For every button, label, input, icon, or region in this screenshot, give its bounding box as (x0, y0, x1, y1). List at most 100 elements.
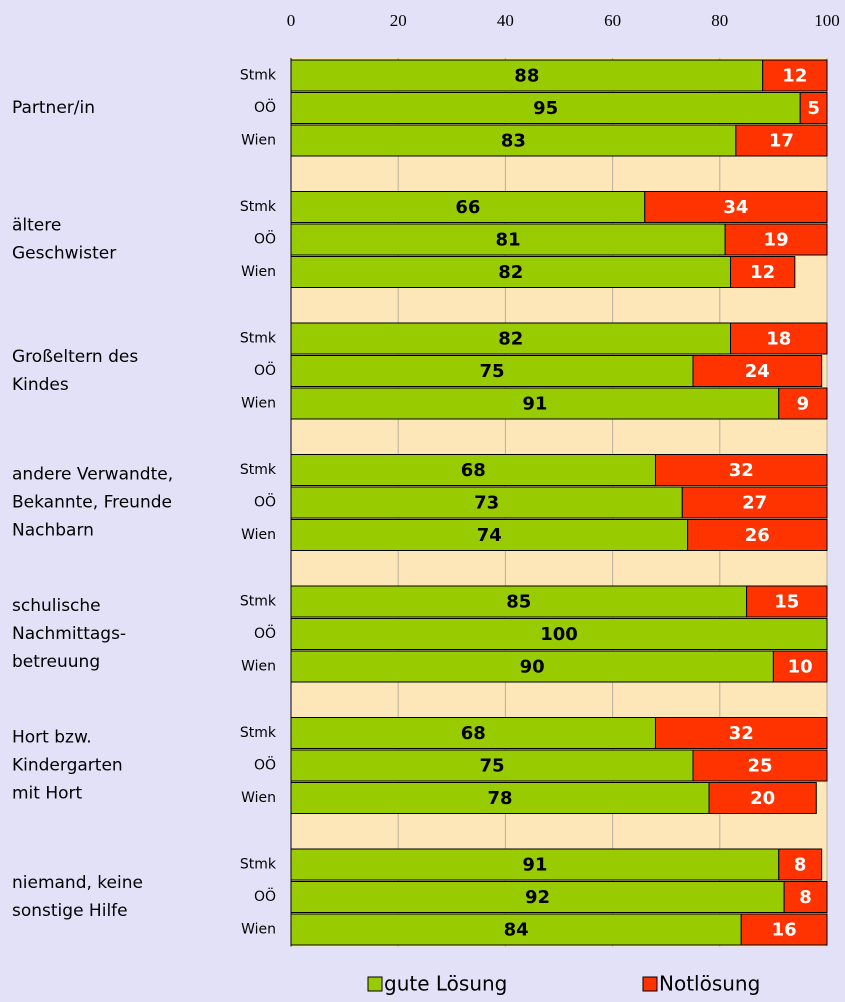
value-label: 19 (764, 230, 789, 251)
group-label: mit Hort (12, 784, 83, 804)
value-label: 92 (525, 887, 550, 908)
category-label: Wien (241, 133, 276, 149)
group-label: Partner/in (12, 98, 95, 118)
bar-segment (290, 256, 732, 288)
bar-segment (735, 124, 828, 157)
value-label: 74 (477, 525, 502, 546)
bar-segment (799, 92, 828, 124)
value-label: 32 (729, 723, 754, 744)
bar-segment (730, 256, 796, 288)
category-label: Stmk (240, 199, 277, 215)
value-label: 26 (745, 525, 770, 546)
group-label: Geschwister (12, 244, 116, 264)
category-label: OÖ (254, 493, 276, 511)
bar-segment (730, 322, 828, 355)
value-label: 12 (782, 66, 807, 87)
group-label: betreuung (12, 652, 100, 672)
x-tick-label: 40 (497, 11, 514, 30)
category-label: OÖ (254, 361, 276, 379)
value-label: 10 (788, 657, 813, 678)
bar-segment (724, 223, 828, 256)
bar-segment (778, 848, 823, 881)
bar-segment (692, 749, 828, 782)
bar-segment (290, 848, 780, 881)
value-label: 18 (766, 329, 791, 350)
bar-segment (746, 585, 828, 618)
bar-segment (290, 92, 801, 124)
category-label: Stmk (240, 68, 277, 84)
value-label: 34 (723, 197, 748, 218)
value-label: 81 (496, 230, 521, 251)
value-label: 15 (774, 592, 799, 613)
bar-segment (687, 519, 828, 551)
value-label: 66 (455, 197, 480, 218)
bar-segment (681, 486, 828, 519)
value-label: 85 (506, 592, 531, 613)
bar-segment (708, 782, 817, 814)
bar-segment (654, 454, 828, 486)
value-label: 8 (799, 887, 812, 908)
value-label: 8 (794, 855, 807, 876)
category-label: Wien (241, 264, 276, 280)
value-label: 9 (797, 394, 810, 415)
bar-segment (778, 387, 828, 420)
value-label: 82 (498, 329, 523, 350)
group-label: Nachbarn (12, 521, 94, 541)
category-label: Stmk (240, 857, 277, 873)
bar-segment (290, 618, 828, 650)
value-label: 68 (461, 723, 486, 744)
value-label: 78 (488, 788, 513, 809)
value-label: 91 (522, 855, 547, 876)
value-label: 24 (745, 361, 770, 382)
group-label: andere Verwandte, (12, 465, 173, 485)
group-label: schulische (12, 596, 101, 616)
group-label: Kindes (12, 375, 69, 395)
value-label: 95 (533, 98, 558, 119)
value-label: 75 (479, 756, 504, 777)
value-label: 75 (479, 361, 504, 382)
value-label: 5 (807, 98, 820, 119)
value-label: 16 (772, 920, 797, 941)
bar-segment (290, 486, 683, 519)
category-label: OÖ (254, 230, 276, 248)
bar-segment (644, 191, 828, 223)
value-label: 90 (520, 657, 545, 678)
x-tick-label: 100 (814, 11, 840, 30)
category-label: OÖ (254, 98, 276, 116)
bar-segment (692, 355, 823, 387)
value-label: 32 (729, 460, 754, 481)
bar-segment (290, 322, 732, 355)
value-label: 100 (540, 624, 578, 645)
category-label: OÖ (254, 756, 276, 774)
category-label: Wien (241, 396, 276, 412)
x-tick-label: 60 (604, 11, 621, 30)
category-label: Wien (241, 790, 276, 806)
group-label: Kindergarten (12, 756, 123, 776)
group-label: sonstige Hilfe (12, 901, 128, 921)
group-label: Bekannte, Freunde (12, 493, 172, 513)
bar-segment (290, 191, 646, 223)
x-tick-label: 80 (711, 11, 728, 30)
value-label: 27 (742, 493, 767, 514)
bar-segment (290, 223, 726, 256)
bar-segment (654, 717, 828, 749)
x-tick-label: 20 (390, 11, 407, 30)
bar-segment (783, 881, 828, 913)
category-label: Wien (241, 922, 276, 938)
value-label: 25 (747, 756, 772, 777)
legend-swatch (642, 976, 658, 992)
category-label: Wien (241, 659, 276, 675)
bar-segment (290, 59, 764, 92)
bar-segment (740, 913, 828, 946)
bar-segment (772, 650, 828, 683)
bar-segment (290, 387, 780, 420)
category-label: Stmk (240, 462, 277, 478)
category-label: OÖ (254, 887, 276, 905)
group-label: Nachmittags- (12, 624, 126, 644)
value-label: 20 (750, 788, 775, 809)
category-label: Wien (241, 527, 276, 543)
value-label: 73 (474, 493, 499, 514)
legend-label: Notlösung (659, 972, 760, 996)
value-label: 88 (514, 66, 539, 87)
